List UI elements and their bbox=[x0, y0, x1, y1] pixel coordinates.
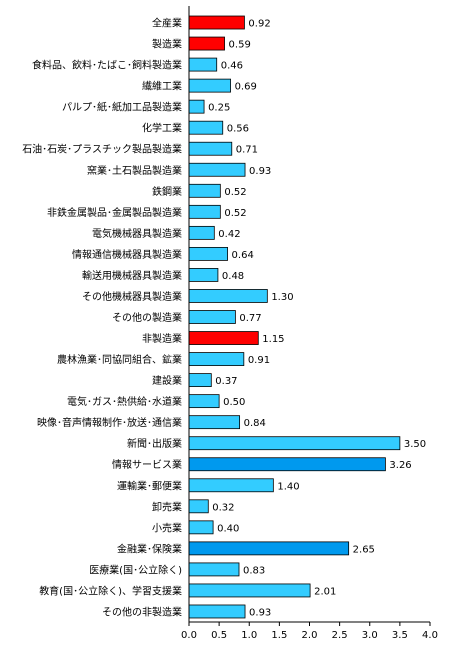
category-label: 卸売業 bbox=[152, 500, 182, 513]
data-label: 1.30 bbox=[271, 292, 293, 303]
category-label: 鉄鋼業 bbox=[152, 185, 182, 198]
bar bbox=[188, 246, 228, 261]
data-label: 0.84 bbox=[244, 418, 266, 429]
category-label: 食料品、飲料･たばこ･飼料製造業 bbox=[32, 59, 182, 72]
category-label: 輸送用機械器具製造業 bbox=[82, 269, 182, 282]
bar bbox=[188, 394, 220, 409]
data-label: 0.93 bbox=[249, 607, 271, 618]
category-label: 建設業 bbox=[152, 374, 182, 387]
data-label: 0.69 bbox=[235, 82, 257, 93]
bar bbox=[188, 268, 219, 282]
data-label: 0.48 bbox=[222, 271, 244, 282]
category-label: 電気･ガス･熱供給･水道業 bbox=[67, 395, 182, 408]
category-label: その他の製造業 bbox=[112, 311, 182, 324]
bar bbox=[188, 562, 240, 577]
data-label: 0.25 bbox=[208, 103, 230, 114]
data-label: 0.91 bbox=[248, 355, 270, 366]
data-label: 0.59 bbox=[229, 40, 251, 51]
bar bbox=[188, 457, 386, 472]
data-label: 0.71 bbox=[236, 145, 258, 156]
x-tick-label: 0.5 bbox=[211, 630, 227, 641]
bar bbox=[188, 541, 350, 556]
category-label: その他機械器具製造業 bbox=[82, 290, 182, 303]
bar bbox=[188, 162, 246, 177]
data-label: 0.83 bbox=[243, 565, 265, 576]
bar bbox=[188, 204, 221, 219]
bar bbox=[188, 15, 245, 30]
bar bbox=[188, 120, 224, 135]
data-label: 0.52 bbox=[224, 208, 246, 219]
category-label: 教育(国･公立除く)、学習支援業 bbox=[39, 584, 182, 597]
x-tick-label: 3.5 bbox=[392, 630, 408, 641]
bars-group: 全産業 0.92 製造業 0.59 食料品、飲料･たばこ･飼料製造業 0.46 繊維工業 0.… bbox=[22, 15, 426, 619]
category-label: 医療業(国･公立除く) bbox=[89, 563, 182, 576]
data-label: 0.50 bbox=[223, 397, 245, 408]
category-label: 石油･石炭･プラスチック製品製造業 bbox=[22, 143, 182, 156]
bar bbox=[188, 141, 233, 156]
bar bbox=[188, 289, 268, 303]
bar bbox=[188, 373, 212, 388]
category-label: 非製造業 bbox=[142, 332, 182, 345]
data-label: 0.93 bbox=[249, 166, 271, 177]
data-label: 1.15 bbox=[262, 334, 284, 345]
bar bbox=[188, 36, 225, 51]
x-tick-label: 0.0 bbox=[181, 630, 197, 641]
bar bbox=[188, 499, 209, 514]
category-label: 小売業 bbox=[152, 521, 182, 534]
category-label: 非鉄金属製品･金属製品製造業 bbox=[47, 206, 182, 219]
category-label: 電気機械器具製造業 bbox=[92, 227, 182, 240]
bar bbox=[188, 183, 221, 198]
bar bbox=[188, 415, 241, 430]
bar bbox=[188, 57, 218, 72]
bar bbox=[188, 78, 231, 93]
bar bbox=[188, 310, 236, 324]
category-label: 運輸業･郵便業 bbox=[117, 479, 182, 492]
category-label: 新聞･出版業 bbox=[127, 437, 182, 450]
bar bbox=[188, 331, 259, 345]
data-label: 0.32 bbox=[212, 502, 234, 513]
data-label: 0.64 bbox=[232, 250, 254, 261]
data-label: 1.40 bbox=[277, 481, 299, 492]
bar bbox=[188, 436, 401, 451]
category-label: 繊維工業 bbox=[142, 80, 182, 93]
bar bbox=[188, 99, 205, 114]
category-label: パルプ･紙･紙加工品製造業 bbox=[62, 101, 182, 114]
x-tick-label: 2.0 bbox=[302, 630, 318, 641]
category-label: 化学工業 bbox=[142, 122, 182, 135]
category-label: 製造業 bbox=[152, 38, 182, 51]
category-label: 映像･音声情報制作･放送･通信業 bbox=[37, 416, 182, 429]
category-label: 窯業･土石製品製造業 bbox=[87, 164, 182, 177]
category-label: 情報通信機械器具製造業 bbox=[72, 248, 182, 261]
category-label: その他の非製造業 bbox=[102, 605, 182, 618]
bar bbox=[188, 583, 311, 598]
x-tick-label: 1.5 bbox=[271, 630, 287, 641]
data-label: 0.46 bbox=[221, 61, 243, 72]
x-tick-label: 2.5 bbox=[332, 630, 348, 641]
data-label: 0.42 bbox=[218, 229, 240, 240]
category-label: 情報サービス業 bbox=[112, 458, 182, 471]
data-label: 0.77 bbox=[239, 313, 261, 324]
data-label: 0.92 bbox=[248, 19, 270, 30]
category-label: 農林漁業･同協同組合、鉱業 bbox=[57, 353, 182, 366]
data-label: 2.65 bbox=[353, 544, 375, 555]
data-label: 3.50 bbox=[404, 439, 426, 450]
bar bbox=[188, 478, 274, 493]
bar bbox=[188, 520, 214, 535]
data-label: 0.52 bbox=[224, 187, 246, 198]
data-label: 0.56 bbox=[227, 124, 249, 135]
bar bbox=[188, 604, 246, 619]
data-label: 2.01 bbox=[314, 586, 336, 597]
x-axis: 0.0 0.5 1.0 1.5 2.0 2.5 3.0 3.5 4.0 bbox=[181, 6, 438, 641]
data-label: 0.37 bbox=[215, 376, 237, 387]
category-label: 金融業･保険業 bbox=[117, 542, 182, 555]
bar bbox=[188, 225, 215, 240]
x-tick-label: 3.0 bbox=[362, 630, 378, 641]
x-tick-label: 4.0 bbox=[422, 630, 438, 641]
data-label: 3.26 bbox=[389, 460, 411, 471]
x-tick-label: 1.0 bbox=[241, 630, 257, 641]
category-label: 全産業 bbox=[152, 17, 182, 30]
bar bbox=[188, 352, 245, 366]
data-label: 0.40 bbox=[217, 523, 239, 534]
